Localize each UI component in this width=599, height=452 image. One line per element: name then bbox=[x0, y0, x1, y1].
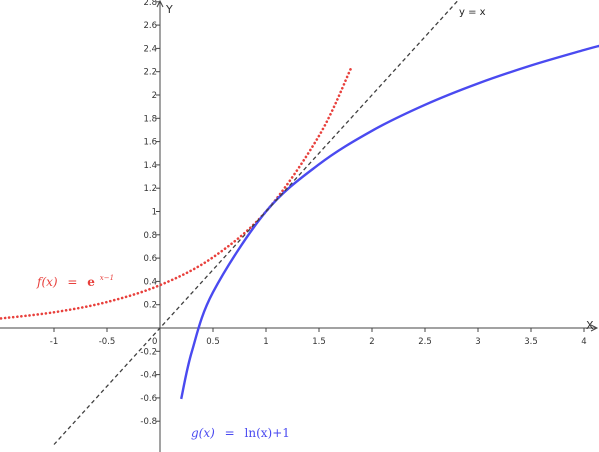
x-tick-label: 0.5 bbox=[206, 337, 220, 347]
y-tick-label: 1.8 bbox=[143, 114, 157, 124]
f-of-x-exponent: x−1 bbox=[100, 274, 114, 282]
x-tick-label: 4 bbox=[581, 337, 586, 347]
y-tick-label: 0.2 bbox=[143, 301, 157, 311]
f-of-x-base: e bbox=[87, 275, 95, 289]
f-of-x-label: f(x) = e x−1 bbox=[36, 274, 114, 289]
y-tick-label: -0.4 bbox=[140, 371, 157, 381]
x-tick-label: 3 bbox=[475, 337, 480, 347]
y-tick-label: 0.4 bbox=[143, 277, 157, 287]
g-of-x-eq: = bbox=[225, 426, 235, 440]
x-tick-label: 3.5 bbox=[524, 337, 538, 347]
x-tick-label: 1 bbox=[263, 337, 268, 347]
y-tick-label: 2.4 bbox=[143, 44, 157, 54]
x-axis-arrow bbox=[590, 324, 599, 332]
x-tick-label: -0.5 bbox=[99, 337, 116, 347]
line-y-equals-x-label: y = x bbox=[459, 7, 486, 18]
y-tick-label: 2.2 bbox=[143, 68, 157, 78]
g-of-x-lhs: g(x) bbox=[191, 426, 215, 440]
y-tick-label: 0.6 bbox=[143, 254, 157, 264]
x-tick-label: -1 bbox=[50, 337, 58, 347]
curve-g-logarithm bbox=[180, 44, 599, 400]
y-tick-label: -0.6 bbox=[140, 394, 157, 404]
y-tick-label: -0.8 bbox=[140, 417, 157, 427]
y-tick-label: 1.6 bbox=[143, 138, 157, 148]
y-tick-label: 1.2 bbox=[143, 184, 157, 194]
curve-f-exponential bbox=[0, 67, 353, 320]
x-tick-label: 2.5 bbox=[418, 337, 432, 347]
line-y-equals-x bbox=[53, 0, 460, 445]
f-of-x-eq: = bbox=[67, 275, 77, 289]
ticks: -1 -0.5 0.5 1 1.5 2 2.5 3 3.5 4 -0.8 -0.6 -0.4 -0.2 0.… bbox=[50, 0, 587, 427]
y-axis-label: Y bbox=[165, 3, 173, 16]
g-of-x-rhs: ln(x)+1 bbox=[245, 426, 290, 440]
y-tick-label: 1 bbox=[152, 208, 157, 218]
y-tick-label: 2.8 bbox=[143, 0, 157, 8]
origin-label: 0 bbox=[152, 337, 157, 347]
y-axis-arrow bbox=[156, 0, 164, 8]
x-axis-label: X bbox=[586, 319, 594, 332]
y-tick-label: 2.6 bbox=[143, 21, 157, 31]
y-tick-label: 0.8 bbox=[143, 231, 157, 241]
x-tick-label: 2 bbox=[369, 337, 374, 347]
x-tick-label: 1.5 bbox=[312, 337, 326, 347]
f-of-x-lhs: f(x) bbox=[36, 275, 58, 289]
y-tick-label: 1.4 bbox=[143, 161, 157, 171]
y-tick-label: 2 bbox=[152, 91, 157, 101]
g-of-x-label: g(x) = ln(x)+1 bbox=[191, 426, 290, 440]
y-tick-label: -0.2 bbox=[140, 347, 157, 357]
